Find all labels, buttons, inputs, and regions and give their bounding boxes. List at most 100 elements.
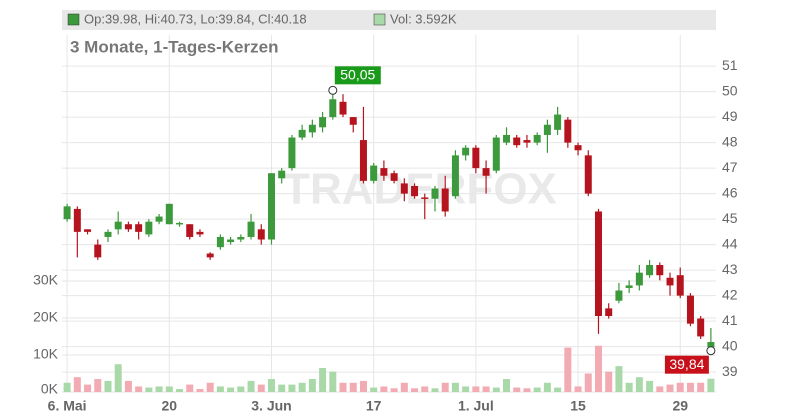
- candle-body: [400, 183, 408, 194]
- x-tick-label: 3. Jun: [251, 398, 291, 414]
- candle-body: [206, 253, 214, 258]
- y-tick-label: 40: [722, 337, 738, 353]
- y-tick-label: 46: [722, 184, 738, 200]
- candle-body: [492, 137, 500, 171]
- candle-body: [196, 231, 204, 235]
- volume-bar: [155, 386, 163, 392]
- volume-bar: [298, 382, 306, 392]
- candle-body: [656, 265, 664, 276]
- y-tick-label: 47: [722, 159, 738, 175]
- volume-bar: [472, 386, 480, 392]
- volume-bar: [329, 371, 337, 392]
- volume-bar: [646, 380, 654, 392]
- candle-body: [63, 206, 71, 220]
- volume-bar: [554, 387, 562, 392]
- candle-body: [584, 155, 592, 194]
- min-label-box: [664, 355, 709, 374]
- candle-body: [308, 124, 316, 133]
- volume-bar: [257, 384, 265, 392]
- volume-bar: [400, 382, 408, 392]
- volume-bar: [492, 387, 500, 392]
- candle-body: [135, 224, 143, 232]
- volume-legend-swatch: [373, 13, 386, 26]
- volume-bar: [462, 386, 470, 392]
- y-tick-label: 49: [722, 108, 738, 124]
- volume-bar: [625, 382, 633, 392]
- candle-body: [554, 114, 562, 130]
- volume-bar: [237, 386, 245, 392]
- candle-body: [533, 134, 541, 143]
- candle-body: [503, 134, 511, 143]
- candle-body: [513, 137, 521, 146]
- volume-bar: [63, 382, 71, 392]
- y-tick-label: 39: [722, 363, 738, 379]
- candle-body: [411, 185, 419, 197]
- volume-bar: [482, 386, 490, 392]
- volume-bar: [676, 382, 684, 392]
- marks: 50,05 39,84: [63, 66, 716, 392]
- volume-bar: [523, 388, 531, 392]
- volume-bar: [319, 367, 327, 392]
- candle-body: [186, 224, 194, 237]
- candle-body: [380, 168, 388, 176]
- volume-bar: [564, 347, 572, 392]
- candle-body: [451, 155, 459, 197]
- candle-body: [594, 211, 602, 317]
- volume-bar: [349, 382, 357, 392]
- candle-body: [73, 208, 81, 232]
- y2-tick-label: 0K: [41, 381, 59, 397]
- x-tick-label: 6. Mai: [48, 398, 87, 414]
- volume-bar: [196, 389, 204, 392]
- candle-body: [84, 229, 92, 232]
- candle-body: [574, 145, 582, 151]
- candle-body: [543, 124, 551, 135]
- candle-body: [646, 265, 654, 276]
- volume-legend: Vol: 3.592K: [390, 11, 457, 26]
- x-tick-label: 20: [162, 398, 178, 414]
- volume-bar: [666, 384, 674, 392]
- candle-body: [124, 224, 132, 230]
- volume-bar: [707, 378, 715, 392]
- candle-body: [104, 231, 112, 237]
- candle-body: [237, 236, 245, 240]
- candle-body: [421, 197, 429, 199]
- y-tick-label: 41: [722, 312, 738, 328]
- candle-body: [666, 277, 674, 286]
- candle-body: [707, 342, 715, 348]
- candle-body: [431, 188, 439, 199]
- candle-body: [339, 101, 347, 115]
- max-marker: [328, 85, 338, 95]
- volume-bar: [543, 382, 551, 392]
- volume-bar: [635, 377, 643, 392]
- candle-body: [686, 295, 694, 324]
- y-tick-label: 48: [722, 133, 738, 149]
- candle-body: [319, 117, 327, 128]
- candle-body: [176, 222, 184, 225]
- volume-bar: [114, 364, 122, 392]
- volume-bar: [390, 388, 398, 392]
- y-tick-label: 50: [722, 82, 738, 98]
- volume-bar: [594, 345, 602, 392]
- volume-bar: [247, 380, 255, 392]
- candle-body: [94, 244, 102, 258]
- volume-bar: [135, 386, 143, 392]
- volume-bar: [165, 386, 173, 392]
- header-bar: [62, 10, 716, 30]
- candle-body: [298, 129, 306, 138]
- volume-bar: [216, 386, 224, 392]
- x-tick-label: 29: [672, 398, 688, 414]
- watermark: TRADERFOX: [283, 165, 557, 214]
- volume-bar: [359, 380, 367, 392]
- volume-bar: [615, 366, 623, 392]
- volume-bar: [421, 386, 429, 392]
- volume-bar: [411, 388, 419, 392]
- grid: [62, 35, 716, 393]
- max-label-box: [334, 66, 381, 85]
- candle-body: [697, 318, 705, 337]
- candle-body: [257, 229, 265, 240]
- candle-body: [155, 216, 163, 222]
- candle-body: [441, 188, 449, 212]
- y-tick-label: 44: [722, 235, 738, 251]
- candle-body: [564, 119, 572, 143]
